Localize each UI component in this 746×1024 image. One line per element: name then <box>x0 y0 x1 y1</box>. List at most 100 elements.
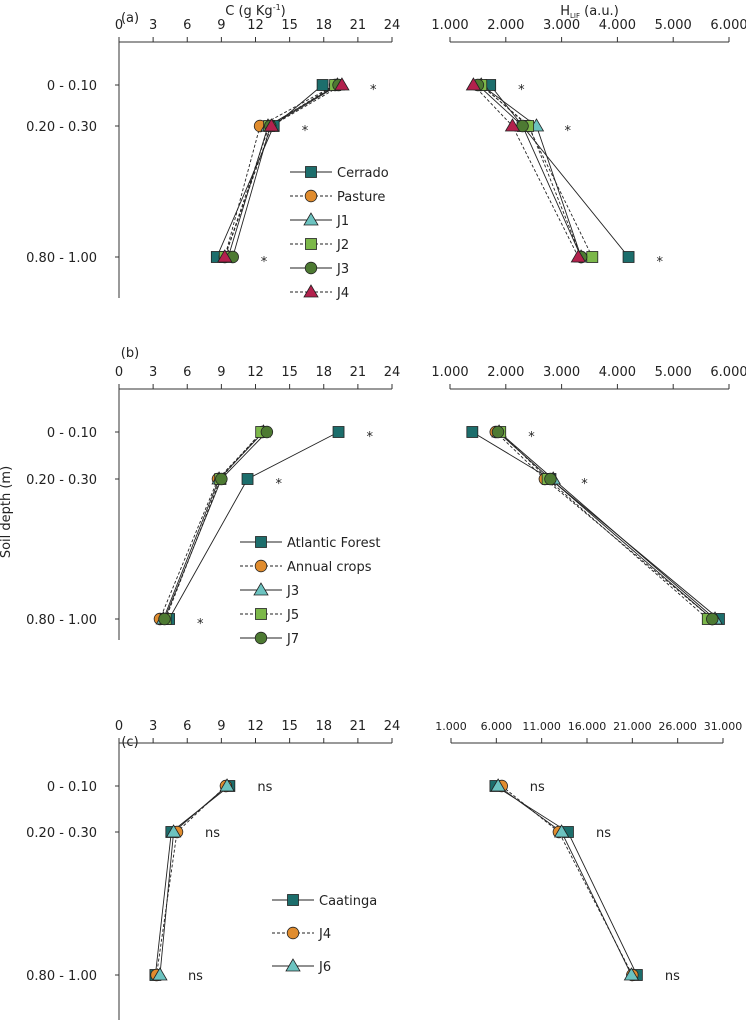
data-point-cerrado <box>622 251 635 263</box>
series-line-j6 <box>497 785 632 976</box>
data-point-atlantic-forest <box>241 473 254 485</box>
legend-marker <box>303 284 319 298</box>
legend-item: J4 <box>272 926 331 942</box>
significance-annotation: * <box>276 477 283 492</box>
legend-label: Caatinga <box>319 894 377 909</box>
x-tick-label: 24 <box>384 365 401 380</box>
legend-marker <box>304 261 318 275</box>
x-tick-label: 0 <box>115 719 123 734</box>
depth-tick-label: 0 - 0.10 <box>47 780 97 795</box>
x-tick-label: 18 <box>315 18 332 33</box>
x-tick-label: 3.000 <box>543 365 580 380</box>
x-tick-label: 3 <box>149 719 157 734</box>
legend-marker <box>253 582 269 596</box>
x-tick-label: 6.000 <box>710 365 746 380</box>
x-tick-label: 1.000 <box>431 18 468 33</box>
legend-label: Pasture <box>337 190 385 205</box>
data-point-j7 <box>706 612 719 626</box>
depth-tick-label: 0.20 - 0.30 <box>26 473 97 488</box>
legend-item: Atlantic Forest <box>240 536 380 551</box>
x-tick-label: 1.000 <box>435 720 467 733</box>
x-tick-label: 11.000 <box>522 720 561 733</box>
x-tick-label: 24 <box>384 18 401 33</box>
legend-item: J4 <box>290 284 349 301</box>
x-tick-label: 2.000 <box>487 365 524 380</box>
legend-label: Cerrado <box>337 166 389 181</box>
legend-item: Pasture <box>290 189 385 205</box>
significance-annotation: * <box>370 83 377 98</box>
series-line-atlantic-forest <box>168 431 339 620</box>
data-point-j6 <box>490 778 506 792</box>
legend-marker <box>286 926 300 940</box>
data-point-j7 <box>491 425 505 439</box>
data-point-j2 <box>586 251 599 263</box>
series-line-j1 <box>480 84 582 258</box>
panel-2: (c)0 - 0.100.20 - 0.300.80 - 1.000 3 6 9 12 1… <box>26 719 742 1020</box>
x-tick-label: 26.000 <box>658 720 697 733</box>
legend-label: J4 <box>318 927 331 942</box>
significance-annotation: * <box>261 255 268 270</box>
legend-marker <box>254 559 268 573</box>
series-line-j4 <box>224 84 343 258</box>
legend-marker <box>254 631 268 645</box>
x-tick-label: 6.000 <box>710 18 746 33</box>
series-line-caatinga <box>495 785 638 976</box>
y-axis-label: Soil depth (m) <box>0 466 14 558</box>
panel-1: (b) 0 - 0.10 0.20 - 0.30 0.80 - 1.00 0 3 6 9 12 1… <box>26 346 746 647</box>
legend-item: Caatinga <box>272 894 377 909</box>
data-point-j6 <box>165 824 182 838</box>
x-tick-label: 5.000 <box>655 18 692 33</box>
x-tick-label: 31.000 <box>704 720 743 733</box>
series-line-j7 <box>497 431 713 620</box>
data-point-j7 <box>215 472 228 486</box>
legend-label: J5 <box>286 608 299 623</box>
series-line-j5 <box>165 431 262 620</box>
legend-label: J6 <box>318 960 331 975</box>
data-point-j4 <box>465 77 482 91</box>
significance-annotation: * <box>528 430 535 445</box>
legend-marker <box>287 894 299 906</box>
significance-annotation: * <box>302 124 309 139</box>
x-tick-label: 0 <box>115 18 123 33</box>
significance-annotation: * <box>581 477 588 492</box>
data-point-j6 <box>219 778 235 792</box>
data-point-atlantic-forest <box>332 426 345 438</box>
legend-label: Annual crops <box>287 560 372 575</box>
significance-annotation: ns <box>188 969 203 984</box>
significance-annotation: * <box>564 124 571 139</box>
legend-item: J5 <box>240 608 299 623</box>
right-x-axis-title: HLIF (a.u.) <box>560 4 619 20</box>
legend-marker <box>305 238 317 250</box>
legend-label: J7 <box>286 632 299 647</box>
x-tick-label: 21 <box>350 719 367 734</box>
series-line-annual-crops <box>159 431 263 620</box>
legend-label: Atlantic Forest <box>287 536 380 551</box>
x-tick-label: 3 <box>149 365 157 380</box>
x-tick-label: 12 <box>247 18 264 33</box>
series-line-j7 <box>164 431 268 620</box>
data-point-j7 <box>158 612 171 626</box>
x-tick-label: 6 <box>183 719 191 734</box>
x-tick-label: 6 <box>183 18 191 33</box>
left-x-axis-title: C (g Kg-1) <box>225 3 286 19</box>
significance-annotation: * <box>518 83 525 98</box>
legend-label: J2 <box>336 238 349 253</box>
data-point-j4 <box>334 77 350 91</box>
x-tick-label: 12 <box>247 719 264 734</box>
series-line-j2 <box>224 84 336 258</box>
legend-marker <box>255 536 267 548</box>
x-tick-label: 21.000 <box>613 720 652 733</box>
depth-tick-label: 0.80 - 1.00 <box>26 251 97 266</box>
data-point-j4 <box>217 249 233 263</box>
legend-label: J3 <box>286 584 299 599</box>
legend-marker <box>303 212 319 226</box>
x-tick-label: 6.000 <box>481 720 513 733</box>
depth-tick-label: 0.20 - 0.30 <box>26 826 97 841</box>
legend-item: Cerrado <box>290 166 389 181</box>
x-tick-label: 9 <box>217 719 225 734</box>
series-line-j3 <box>498 431 716 620</box>
legend-label: J1 <box>336 214 349 229</box>
significance-annotation: ns <box>596 826 611 841</box>
legend-marker <box>285 958 301 972</box>
x-tick-label: 18 <box>315 719 332 734</box>
